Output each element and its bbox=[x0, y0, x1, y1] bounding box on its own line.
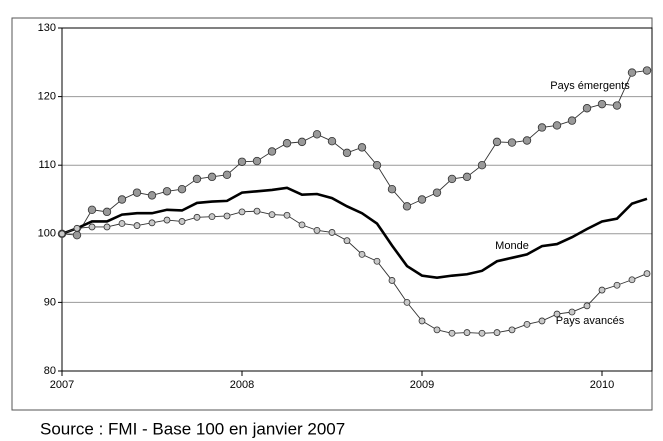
point-marker bbox=[463, 329, 471, 336]
y-tick-label: 100 bbox=[38, 228, 56, 240]
point-marker bbox=[313, 226, 321, 234]
y-tick-label: 90 bbox=[44, 296, 56, 308]
plot-area bbox=[61, 27, 653, 372]
point-marker bbox=[358, 250, 366, 258]
point-marker bbox=[402, 202, 412, 211]
point-marker bbox=[418, 317, 426, 325]
y-tick-label: 130 bbox=[38, 22, 56, 34]
point-marker bbox=[253, 207, 261, 215]
point-marker bbox=[342, 148, 352, 158]
point-marker bbox=[208, 213, 216, 221]
series-label: Pays émergents bbox=[550, 80, 630, 92]
point-marker bbox=[537, 123, 547, 132]
point-marker bbox=[433, 326, 441, 334]
point-marker bbox=[477, 160, 487, 170]
x-tick-label: 2009 bbox=[410, 379, 434, 391]
point-marker bbox=[478, 329, 486, 337]
series-label: Pays avancés bbox=[556, 315, 625, 327]
point-marker bbox=[612, 101, 622, 110]
point-marker bbox=[628, 276, 636, 284]
point-marker bbox=[492, 137, 502, 147]
point-marker bbox=[567, 116, 577, 125]
point-marker bbox=[553, 310, 561, 318]
point-marker bbox=[448, 329, 456, 337]
point-marker bbox=[132, 188, 142, 197]
point-marker bbox=[388, 277, 396, 284]
point-marker bbox=[642, 66, 652, 75]
point-marker bbox=[552, 121, 562, 130]
point-marker bbox=[58, 230, 66, 238]
point-marker bbox=[73, 224, 81, 232]
point-marker bbox=[222, 170, 232, 180]
point-marker bbox=[133, 222, 141, 229]
point-marker bbox=[523, 320, 531, 328]
point-marker bbox=[117, 195, 127, 204]
point-marker bbox=[627, 68, 637, 77]
point-marker bbox=[643, 270, 651, 277]
point-marker bbox=[147, 191, 157, 200]
point-marker bbox=[508, 326, 516, 334]
point-marker bbox=[268, 211, 276, 218]
point-marker bbox=[568, 308, 576, 316]
point-marker bbox=[417, 195, 427, 204]
point-marker bbox=[252, 156, 262, 166]
point-marker bbox=[403, 298, 411, 306]
point-marker bbox=[357, 143, 367, 152]
point-marker bbox=[583, 302, 591, 310]
series-label: Monde bbox=[495, 240, 529, 252]
point-marker bbox=[87, 205, 97, 214]
point-marker bbox=[298, 221, 306, 229]
point-marker bbox=[103, 223, 111, 231]
point-marker bbox=[343, 237, 351, 245]
x-tick-label: 2010 bbox=[590, 379, 614, 391]
point-marker bbox=[88, 223, 96, 231]
point-marker bbox=[207, 172, 217, 182]
point-marker bbox=[507, 138, 517, 147]
point-marker bbox=[267, 147, 277, 156]
point-marker bbox=[538, 317, 546, 325]
point-marker bbox=[312, 130, 322, 139]
series-line bbox=[61, 70, 648, 236]
point-marker bbox=[597, 99, 607, 109]
source-note: Source : FMI - Base 100 en janvier 2007 bbox=[40, 419, 345, 438]
point-marker bbox=[327, 136, 337, 146]
y-tick-label: 110 bbox=[38, 159, 56, 171]
point-marker bbox=[373, 257, 381, 265]
point-marker bbox=[118, 220, 126, 227]
point-marker bbox=[522, 136, 532, 145]
y-tick-label: 80 bbox=[44, 365, 56, 377]
point-marker bbox=[598, 286, 606, 294]
point-marker bbox=[297, 137, 307, 147]
point-marker bbox=[223, 212, 231, 220]
point-marker bbox=[282, 139, 292, 148]
point-marker bbox=[193, 213, 201, 221]
point-marker bbox=[462, 172, 472, 182]
point-marker bbox=[178, 218, 186, 225]
point-marker bbox=[613, 281, 621, 289]
x-tick-label: 2007 bbox=[50, 379, 74, 391]
y-tick-label: 120 bbox=[38, 91, 56, 103]
point-marker bbox=[72, 230, 82, 240]
point-marker bbox=[582, 104, 592, 113]
point-marker bbox=[432, 188, 442, 197]
point-marker bbox=[148, 219, 156, 227]
point-marker bbox=[238, 208, 246, 216]
point-marker bbox=[493, 329, 501, 336]
series-line bbox=[61, 186, 648, 280]
point-marker bbox=[447, 174, 457, 184]
point-marker bbox=[192, 174, 202, 184]
x-tick-label: 2008 bbox=[230, 379, 254, 391]
point-marker bbox=[237, 157, 247, 166]
point-marker bbox=[372, 160, 382, 170]
chart-frame bbox=[11, 17, 653, 411]
point-marker bbox=[283, 211, 291, 219]
point-marker bbox=[387, 185, 397, 194]
point-marker bbox=[177, 185, 187, 194]
point-marker bbox=[328, 229, 336, 236]
point-marker bbox=[102, 207, 112, 217]
point-marker bbox=[162, 187, 172, 196]
point-marker bbox=[163, 216, 171, 224]
series-line bbox=[61, 210, 648, 334]
